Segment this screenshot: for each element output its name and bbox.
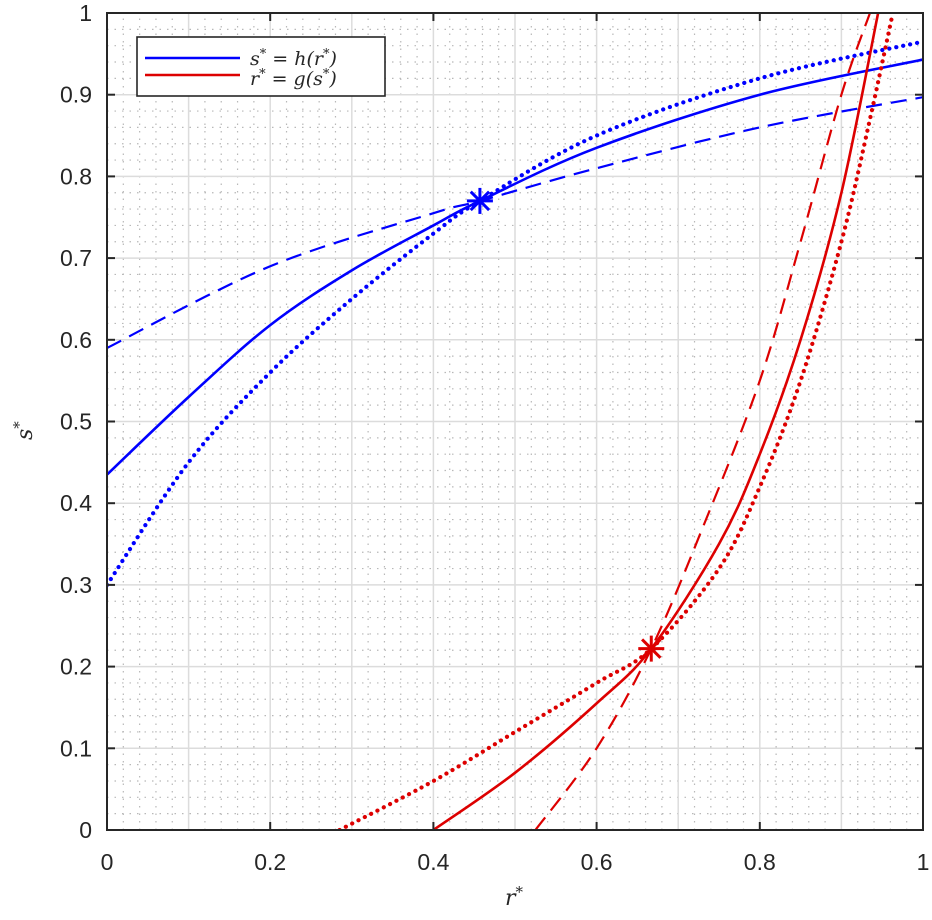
fixed-point-markers (466, 187, 665, 662)
curve-solid-h (107, 58, 923, 476)
y-tick-label: 0.1 (60, 735, 92, 761)
y-axis-label: s* (10, 421, 38, 440)
y-tick-label: 1 (79, 0, 92, 26)
y-tick-label: 0.7 (60, 245, 92, 271)
y-tick-label: 0.3 (60, 572, 92, 598)
x-tick-label: 1 (917, 849, 930, 875)
axis-ticks: 0 0.2 0.4 0.6 0.8 1 0 0.1 0.2 0.3 0.4 0.5 0.6 0.7 0.8 0… (60, 0, 929, 875)
y-tick-label: 0 (79, 817, 92, 843)
legend-label-g: r* = g(s*) (250, 67, 337, 90)
y-tick-label: 0.4 (60, 490, 92, 516)
x-tick-label: 0.8 (744, 849, 776, 875)
curves (107, 13, 923, 830)
y-tick-label: 0.5 (60, 409, 92, 435)
asterisk-marker-icon (466, 187, 493, 214)
curve-solid-g (432, 13, 880, 830)
curve-dashed-g (534, 13, 871, 830)
legend-label-h: s* = h(r*) (250, 47, 337, 70)
x-tick-label: 0.6 (581, 849, 613, 875)
x-tick-label: 0.2 (254, 849, 286, 875)
y-tick-label: 0.9 (60, 82, 92, 108)
grid (107, 13, 923, 830)
x-axis-label: r* (505, 883, 524, 911)
x-tick-label: 0.4 (417, 849, 449, 875)
curve-dotted-g (337, 13, 895, 830)
asterisk-marker-icon (638, 635, 665, 662)
legend: s* = h(r*) r* = g(s*) (136, 36, 386, 97)
x-tick-label: 0 (101, 849, 114, 875)
y-tick-label: 0.8 (60, 163, 92, 189)
y-tick-label: 0.6 (60, 327, 92, 353)
curve-dotted-h (107, 39, 923, 587)
y-tick-label: 0.2 (60, 654, 92, 680)
